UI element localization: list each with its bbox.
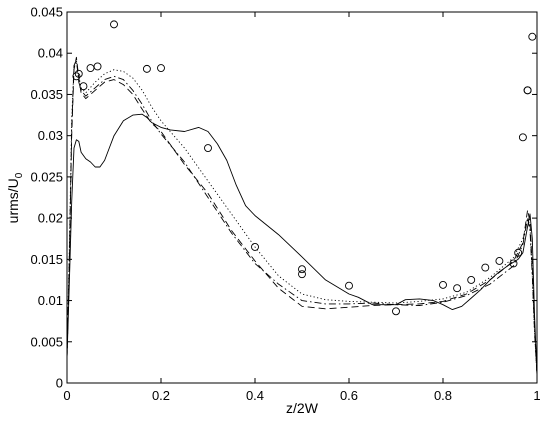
data-point: [523, 86, 532, 95]
x-axis: 0 0.2 0.4 0.6 0.8 1: [63, 12, 541, 403]
x-tick-label: 1: [533, 388, 540, 403]
y-tick-label: 0.04: [38, 46, 63, 61]
data-point: [79, 82, 88, 91]
plot-area: [66, 11, 538, 384]
series-line-dotted: [66, 61, 538, 375]
y-tick-label: 0.01: [38, 293, 63, 308]
data-point: [481, 263, 490, 272]
data-point: [467, 275, 476, 284]
y-tick-label: 0.045: [30, 5, 63, 20]
data-point: [74, 69, 83, 78]
data-point: [298, 265, 306, 274]
y-tick-label: 0: [56, 376, 63, 391]
data-point: [298, 270, 306, 279]
series-layer: [66, 20, 538, 375]
y-tick-label: 0.02: [38, 211, 63, 226]
x-tick-label: 0.4: [246, 388, 264, 403]
y-tick-label: 0.025: [30, 169, 63, 184]
y-tick-label: 0.005: [30, 334, 63, 349]
data-point: [518, 133, 527, 142]
y-axis-label-main: urms/U: [5, 178, 21, 223]
data-point: [528, 32, 537, 41]
data-point: [157, 64, 165, 73]
data-point: [251, 243, 259, 251]
x-axis-label: z/2W: [286, 400, 319, 416]
data-point: [93, 62, 102, 71]
y-axis-label-subscript: 0: [14, 172, 25, 178]
data-point: [495, 257, 504, 265]
x-tick-label: 0.6: [340, 388, 358, 403]
data-point: [392, 307, 400, 316]
x-tick-label: 0.2: [152, 388, 170, 403]
y-axis-label: urms/U0: [5, 172, 25, 223]
x-tick-label: 0.8: [434, 388, 452, 403]
data-point: [514, 248, 523, 257]
y-axis: 0 0.005 0.01 0.015 0.02 0.025 0.03 0.035 0.04 0.0…: [30, 5, 537, 391]
data-point: [439, 280, 447, 289]
data-point: [110, 20, 118, 29]
y-tick-label: 0.035: [30, 87, 63, 102]
series-line-dashed: [66, 56, 538, 375]
series-line-dashdot: [66, 59, 538, 375]
y-tick-label: 0.03: [38, 128, 63, 143]
y-tick-label: 0.015: [30, 252, 63, 267]
svg-text:urms/U0: urms/U0: [5, 172, 25, 223]
data-point: [142, 64, 151, 73]
x-tick-label: 0: [63, 388, 70, 403]
data-point: [204, 144, 212, 152]
data-point: [453, 284, 462, 293]
data-point: [72, 72, 81, 81]
data-point: [345, 281, 353, 290]
data-point: [509, 259, 518, 268]
